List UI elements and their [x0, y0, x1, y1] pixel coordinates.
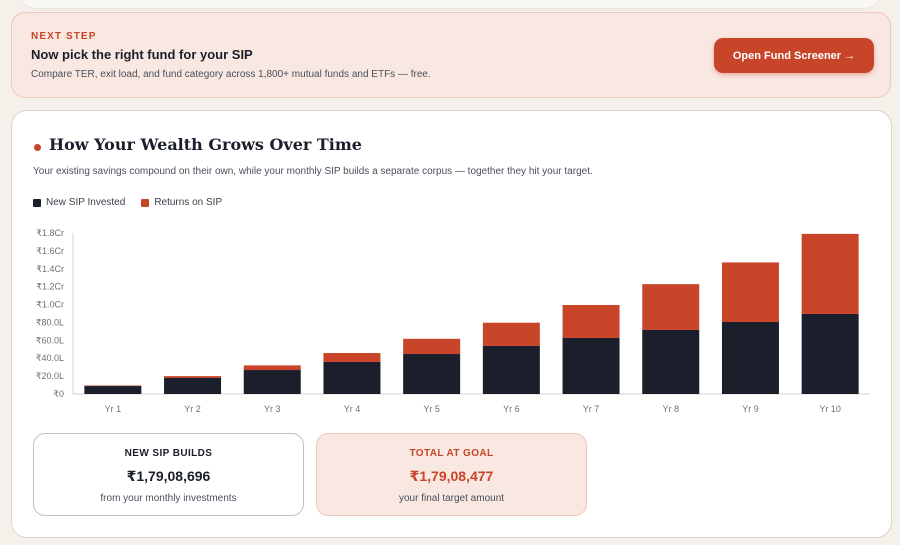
sip-builds-note: from your monthly investments: [100, 493, 237, 504]
wealth-bar-chart: ₹0 ₹20.0L ₹40.0L ₹60.0L ₹80.0L ₹1.0Cr ₹1.2Cr ₹1…: [36, 228, 870, 414]
sip-builds-value: ₹1,79,08,696: [126, 468, 211, 484]
x-tick-label: Yr 5: [423, 404, 440, 414]
next-step-title: Now pick the right fund for your SIP: [31, 47, 253, 62]
next-step-banner: NEXT STEP Now pick the right fund for yo…: [11, 12, 891, 98]
legend-label-invested: New SIP Invested: [46, 197, 126, 208]
x-tick-label: Yr 7: [583, 404, 600, 414]
legend-item-returns[interactable]: Returns on SIP: [141, 197, 222, 208]
bar-invested: [403, 354, 461, 394]
bar-invested: [562, 338, 620, 394]
bar-returns: [243, 365, 301, 371]
wealth-growth-card: How Your Wealth Grows Over Time Your exi…: [11, 110, 892, 538]
bar-returns: [642, 284, 700, 330]
bar-invested: [243, 370, 301, 394]
open-fund-screener-button[interactable]: Open Fund Screener →: [714, 38, 874, 73]
bar-returns: [164, 376, 222, 378]
title-dot-icon: [34, 144, 41, 151]
sip-builds-label: NEW SIP BUILDS: [124, 448, 213, 459]
bar-invested: [642, 329, 700, 394]
next-step-subtitle: Compare TER, exit load, and fund categor…: [31, 69, 431, 80]
legend-item-invested[interactable]: New SIP Invested: [33, 197, 125, 208]
y-tick-label: ₹1.2Cr: [36, 282, 64, 292]
y-tick-label: ₹40.0L: [36, 353, 64, 363]
bar-returns: [323, 353, 381, 362]
x-tick-label: Yr 3: [264, 404, 281, 414]
total-at-goal-note: your final target amount: [398, 493, 505, 504]
bar-returns: [403, 338, 461, 355]
next-step-eyebrow: NEXT STEP: [31, 31, 97, 42]
x-tick-label: Yr 1: [105, 404, 122, 414]
y-tick-label: ₹20.0L: [36, 371, 64, 381]
y-tick-label: ₹1.8Cr: [36, 228, 64, 238]
bar-returns: [562, 305, 620, 339]
card-title: How Your Wealth Grows Over Time: [49, 135, 362, 154]
previous-card-edge: [20, 0, 880, 8]
x-tick-label: Yr 8: [662, 404, 679, 414]
total-at-goal-card: TOTAL AT GOAL ₹1,79,08,477 your final ta…: [316, 433, 587, 516]
y-tick-label: ₹60.0L: [36, 335, 64, 345]
legend-label-returns: Returns on SIP: [154, 197, 223, 208]
bar-returns: [84, 385, 142, 387]
card-subtitle: Your existing savings compound on their …: [33, 166, 593, 177]
x-tick-label: Yr 2: [184, 404, 201, 414]
chart-legend: New SIP Invested Returns on SIP: [33, 197, 222, 208]
x-tick-label: Yr 4: [344, 404, 361, 414]
sip-builds-card: NEW SIP BUILDS ₹1,79,08,696 from your mo…: [33, 433, 304, 516]
y-tick-label: ₹1.0Cr: [36, 300, 64, 310]
x-tick-label: Yr 9: [742, 404, 759, 414]
bar-invested: [164, 377, 222, 394]
total-at-goal-label: TOTAL AT GOAL: [409, 448, 494, 459]
bar-invested: [84, 386, 142, 394]
y-tick-label: ₹1.6Cr: [36, 246, 64, 256]
bar-invested: [801, 313, 859, 394]
legend-swatch-returns: [141, 198, 150, 207]
y-tick-label: ₹1.4Cr: [36, 264, 64, 274]
bar-invested: [721, 321, 779, 394]
y-tick-label: ₹80.0L: [36, 317, 64, 327]
x-tick-label: Yr 10: [819, 404, 841, 414]
bar-returns: [482, 322, 540, 346]
bar-returns: [721, 262, 779, 322]
legend-swatch-invested: [33, 198, 41, 207]
y-tick-label: ₹0: [53, 389, 64, 399]
x-tick-label: Yr 6: [503, 404, 520, 414]
bar-invested: [482, 345, 540, 394]
bar-returns: [801, 233, 859, 314]
total-at-goal-value: ₹1,79,08,477: [409, 468, 494, 484]
bar-invested: [323, 361, 381, 394]
